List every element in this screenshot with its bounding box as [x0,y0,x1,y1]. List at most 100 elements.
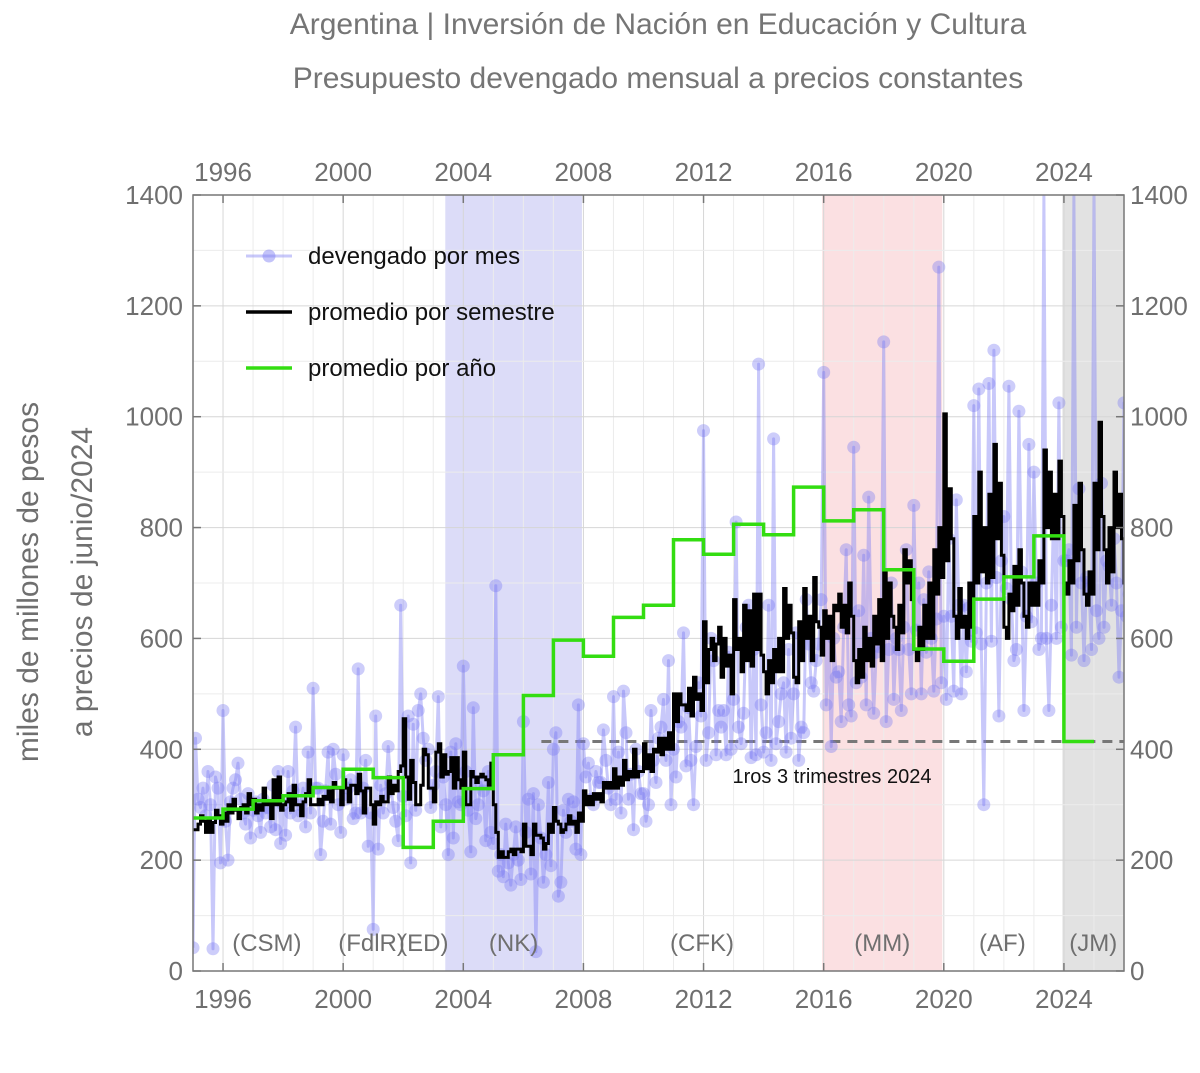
y-axis-title-line2: a precios de junio/2024 [66,427,99,737]
monthly-point [1022,438,1035,451]
monthly-point [524,868,537,881]
legend-label: promedio por año [308,355,496,382]
monthly-point [1143,610,1156,623]
monthly-point [752,358,765,371]
monthly-point [1153,577,1166,590]
monthly-point [650,776,663,789]
monthly-point [552,890,565,903]
monthly-point [417,732,430,745]
y-tick-label-left: 1000 [125,402,183,432]
monthly-point [314,848,327,861]
monthly-point [887,693,900,706]
monthly-point [282,765,295,778]
x-tick-label-bottom: 2000 [314,984,372,1014]
monthly-point [1178,347,1191,360]
monthly-point [832,665,845,678]
legend-swatch-marker [263,250,276,263]
x-tick-label-bottom: 1996 [194,984,252,1014]
y-tick-label-right: 0 [1130,956,1144,986]
y-tick-label-right: 600 [1130,623,1173,653]
monthly-point [414,687,427,700]
monthly-point [1193,399,1200,412]
monthly-point [599,754,612,767]
monthly-point [1130,610,1143,623]
monthly-point [1120,610,1133,623]
monthly-point [932,261,945,274]
monthly-point [1042,704,1055,717]
monthly-point [439,798,452,811]
monthly-point [717,704,730,717]
monthly-point [1052,396,1065,409]
monthly-point [877,335,890,348]
monthly-point [359,754,372,767]
monthly-point [1133,660,1146,673]
monthly-point [857,549,870,562]
x-tick-label-top: 2020 [915,157,973,187]
legend-item-0: devengado por mes [246,243,520,270]
monthly-point [677,626,690,639]
monthly-point [825,740,838,753]
monthly-point [212,782,225,795]
monthly-point [775,687,788,700]
legend-item-1: promedio por semestre [246,299,555,326]
monthly-point [697,424,710,437]
monthly-point [189,732,202,745]
legend-label: devengado por mes [308,243,520,270]
y-tick-label-right: 1000 [1130,402,1188,432]
monthly-point [935,676,948,689]
monthly-point [1128,543,1141,556]
monthly-point [372,843,385,856]
monthly-point [787,687,800,700]
monthly-point [617,685,630,698]
y-tick-label-right: 1400 [1130,180,1188,210]
y-tick-label-left: 1200 [125,291,183,321]
monthly-point [1150,610,1163,623]
monthly-point [537,876,550,889]
monthly-point [840,543,853,556]
x-tick-label-top: 1996 [194,157,252,187]
monthly-point [955,687,968,700]
monthly-point [915,687,928,700]
monthly-point [662,654,675,667]
period-label-0: (CSM) [232,930,301,957]
monthly-point [544,859,557,872]
monthly-point [702,726,715,739]
monthly-point [807,685,820,698]
monthly-point [765,754,778,767]
monthly-point [732,721,745,734]
monthly-point [407,718,420,731]
monthly-point [1110,577,1123,590]
monthly-point [622,793,635,806]
monthly-point [867,707,880,720]
monthly-point [302,746,315,759]
monthly-point [845,710,858,723]
monthly-point [770,737,783,750]
monthly-point [432,690,445,703]
monthly-point [640,815,653,828]
y-tick-label-left: 400 [140,734,183,764]
monthly-point [449,737,462,750]
monthly-point [404,856,417,869]
monthly-point [730,516,743,529]
monthly-point [447,832,460,845]
monthly-point [907,499,920,512]
monthly-point [467,701,480,714]
y-tick-label-left: 1400 [125,180,183,210]
monthly-point [1173,466,1186,479]
monthly-point [817,366,830,379]
period-label-5: (MM) [854,930,910,957]
monthly-point [1055,621,1068,634]
monthly-point [352,662,365,675]
monthly-point [279,829,292,842]
monthly-point [762,599,775,612]
monthly-point [1163,577,1176,590]
monthly-point [797,726,810,739]
monthly-point [627,823,640,836]
monthly-point [615,807,628,820]
monthly-point [299,820,312,833]
y-tick-label-right: 400 [1130,734,1173,764]
monthly-point [547,743,560,756]
monthly-point [862,491,875,504]
